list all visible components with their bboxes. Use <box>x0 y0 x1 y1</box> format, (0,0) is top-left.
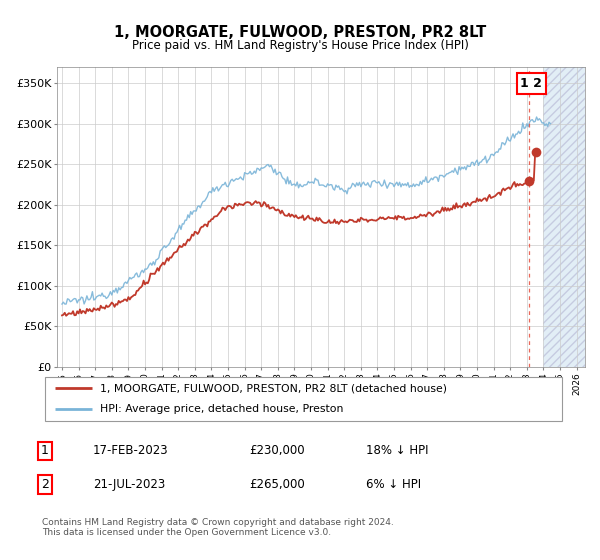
Text: 18% ↓ HPI: 18% ↓ HPI <box>366 444 428 458</box>
Text: £265,000: £265,000 <box>249 478 305 491</box>
Text: 1, MOORGATE, FULWOOD, PRESTON, PR2 8LT: 1, MOORGATE, FULWOOD, PRESTON, PR2 8LT <box>114 25 486 40</box>
Text: 2: 2 <box>41 478 49 491</box>
Text: 1: 1 <box>41 444 49 458</box>
Text: Price paid vs. HM Land Registry's House Price Index (HPI): Price paid vs. HM Land Registry's House … <box>131 39 469 52</box>
Text: 1, MOORGATE, FULWOOD, PRESTON, PR2 8LT (detached house): 1, MOORGATE, FULWOOD, PRESTON, PR2 8LT (… <box>100 383 447 393</box>
Text: HPI: Average price, detached house, Preston: HPI: Average price, detached house, Pres… <box>100 404 343 414</box>
Text: 6% ↓ HPI: 6% ↓ HPI <box>366 478 421 491</box>
Text: 21-JUL-2023: 21-JUL-2023 <box>93 478 165 491</box>
Text: 1 2: 1 2 <box>520 77 542 90</box>
Text: Contains HM Land Registry data © Crown copyright and database right 2024.
This d: Contains HM Land Registry data © Crown c… <box>42 518 394 538</box>
Bar <box>544 67 585 367</box>
Text: £230,000: £230,000 <box>249 444 305 458</box>
Bar <box>544 67 585 367</box>
FancyBboxPatch shape <box>44 377 562 421</box>
Text: 17-FEB-2023: 17-FEB-2023 <box>93 444 169 458</box>
